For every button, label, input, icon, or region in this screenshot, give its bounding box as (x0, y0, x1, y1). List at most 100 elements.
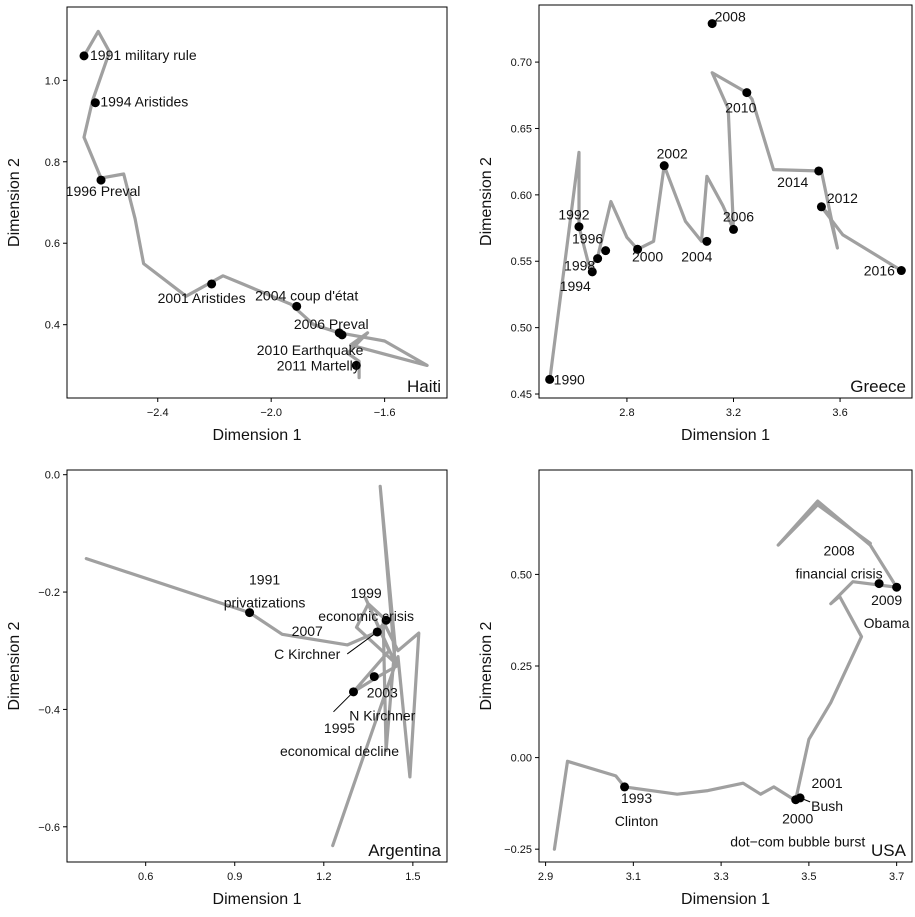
point-label: 1991 (249, 572, 280, 588)
point-label: 1999 (351, 585, 382, 601)
point-label: N Kirchner (349, 708, 415, 724)
point-label: 2004 coup d'état (255, 287, 358, 303)
y-tick-label: 0.4 (45, 320, 60, 332)
point-label: 2000 (782, 811, 813, 827)
point-label: 2008 (715, 9, 746, 25)
point-label: Bush (811, 798, 843, 814)
data-point (372, 627, 382, 637)
y-axis-title: Dimension 2 (6, 621, 23, 710)
data-point (659, 161, 669, 171)
plot-frame (66, 469, 448, 863)
data-point (892, 582, 902, 592)
point-label: 2012 (827, 190, 858, 206)
point-label: Clinton (615, 813, 659, 829)
y-tick-label: 0.45 (511, 389, 532, 401)
point-label: 2001 (812, 775, 843, 791)
point-label: 1998 (564, 258, 595, 274)
point-label: 1996 (572, 231, 603, 247)
x-tick-label: 1.5 (405, 871, 420, 883)
point-label: 1991 military rule (90, 47, 197, 63)
y-tick-label: 0.25 (511, 661, 532, 673)
data-point (742, 88, 752, 98)
point-label: 2002 (657, 146, 688, 162)
point-label: Obama (864, 615, 910, 631)
y-tick-label: 0.65 (511, 123, 532, 135)
point-label: 1994 Aristides (100, 94, 188, 110)
data-point (381, 615, 391, 625)
trajectory-line (548, 71, 903, 383)
y-tick-label: 0.6 (45, 238, 60, 250)
data-point (96, 175, 106, 185)
x-tick-label: 3.2 (726, 407, 741, 419)
data-point (348, 687, 358, 697)
point-label: economic crisis (318, 608, 414, 624)
data-point (593, 254, 603, 264)
x-axis-title: Dimension 1 (213, 427, 302, 444)
label-leader-line (346, 631, 378, 655)
y-tick-label: 0.8 (45, 157, 60, 169)
y-tick-label: −0.2 (38, 587, 60, 599)
data-point (351, 360, 361, 370)
data-point (814, 166, 824, 176)
data-point (702, 236, 712, 246)
point-label: 2004 (681, 248, 712, 264)
label-leader-line (333, 691, 354, 713)
panel-name-label: Greece (850, 377, 906, 396)
data-point (587, 267, 597, 277)
point-label: 2008 (824, 543, 855, 559)
chart-panel-argentina: 0.6 0.9 1.2 1.5 −0.6 −0.4 −0.2 0.0 Dimension 1 Di… (6, 469, 448, 908)
y-tick-label: 0.00 (511, 753, 532, 765)
panel-name-label: Haiti (407, 377, 441, 396)
data-point (707, 19, 717, 29)
point-label: 2001 Aristides (158, 290, 246, 306)
plot-frame (538, 469, 913, 863)
point-label: dot−com bubble burst (730, 834, 865, 850)
chart-panel-greece: 2.8 3.2 3.6 0.45 0.50 0.55 0.60 0.65 0.70 Dimensi… (478, 4, 913, 444)
x-tick-label: 0.6 (138, 871, 153, 883)
point-label: privatizations (224, 595, 306, 611)
point-label: 2006 Preval (294, 316, 369, 332)
point-label: 2000 (632, 248, 663, 264)
trajectory-line (82, 29, 429, 380)
x-tick-label: 2.8 (619, 407, 634, 419)
data-point (207, 279, 217, 289)
data-point (369, 672, 379, 682)
point-label: 2003 (367, 685, 398, 701)
point-label: 1993 (621, 790, 652, 806)
x-tick-label: −1.6 (374, 407, 396, 419)
x-tick-label: −2.0 (260, 407, 282, 419)
data-point (795, 793, 805, 803)
y-axis-title: Dimension 2 (478, 157, 495, 246)
plot-frame (538, 4, 913, 399)
x-axis-title: Dimension 1 (213, 891, 302, 908)
point-label: C Kirchner (274, 646, 340, 662)
y-tick-label: 0.55 (511, 256, 532, 268)
point-label: 1990 (554, 371, 585, 387)
point-label: 1994 (560, 278, 591, 294)
x-tick-label: 3.3 (713, 871, 728, 883)
point-label: 1992 (558, 207, 589, 223)
x-tick-label: 1.2 (316, 871, 331, 883)
point-label: 2016 (864, 263, 895, 279)
x-tick-label: −2.4 (147, 407, 169, 419)
x-axis-title: Dimension 1 (681, 891, 770, 908)
y-tick-label: 0.70 (511, 57, 532, 69)
point-label: 1996 Preval (66, 183, 141, 199)
data-point (337, 330, 347, 340)
chart-panel-haiti: −2.4 −2.0 −1.6 0.4 0.6 0.8 1.0 Dimension 1 Dimen… (6, 6, 448, 444)
point-label: 2006 (723, 208, 754, 224)
x-axis-title: Dimension 1 (681, 427, 770, 444)
point-label: financial crisis (796, 566, 883, 582)
data-point (620, 782, 630, 792)
data-point (601, 246, 611, 256)
point-label: 2011 Martelly (277, 357, 360, 373)
x-tick-label: 3.7 (889, 871, 904, 883)
trajectory-line (84, 484, 421, 848)
data-point (574, 222, 584, 232)
trajectory-line (552, 499, 899, 851)
data-point (896, 266, 906, 276)
panel-name-label: Argentina (368, 841, 441, 860)
x-tick-label: 3.5 (801, 871, 816, 883)
data-point (728, 224, 738, 234)
